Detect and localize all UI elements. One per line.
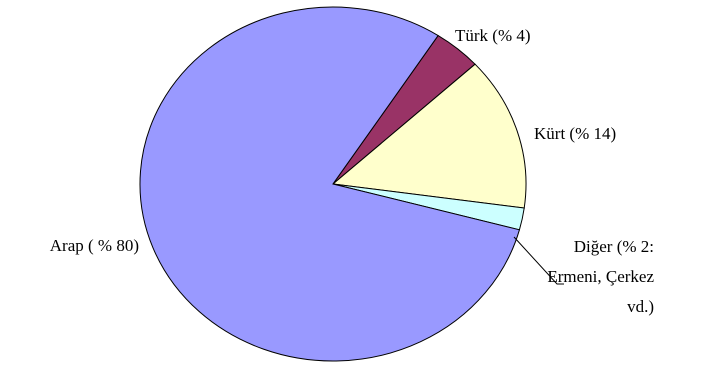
pie-slices xyxy=(139,6,527,362)
pie-slice-1 xyxy=(331,63,527,209)
slice-label-2-line-0: Diğer (% 2: xyxy=(574,237,654,256)
slice-label-0: Türk (% 4) xyxy=(455,26,531,45)
slice-label-3: Arap ( % 80) xyxy=(50,236,139,255)
slice-label-2-line-1: Ermeni, Çerkez xyxy=(547,267,654,286)
leader-line-2 xyxy=(513,236,564,285)
pie-labels: Türk (% 4) Kürt (% 14) Diğer (% 2: Ermeni, … xyxy=(50,26,655,316)
slice-label-1: Kürt (% 14) xyxy=(534,124,616,143)
slice-label-2-line-2: vd.) xyxy=(627,297,654,316)
pie-slice-3 xyxy=(139,6,521,362)
